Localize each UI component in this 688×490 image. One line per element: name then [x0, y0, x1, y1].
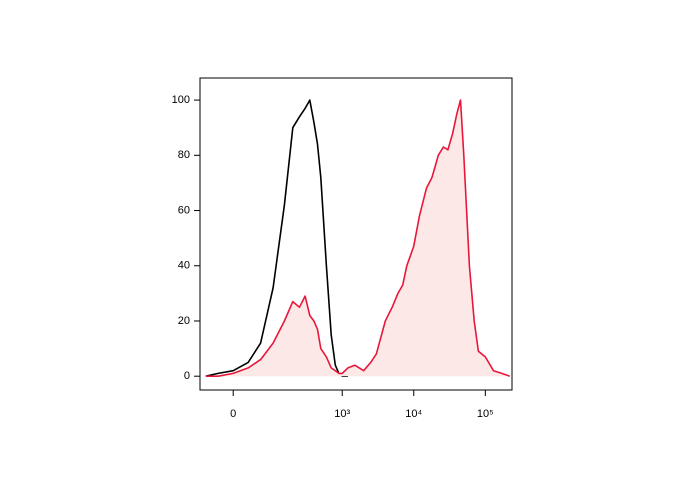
line — [205, 99, 511, 377]
y-tick-label: 0 — [184, 370, 190, 382]
x-tick-label: 10⁴ — [405, 408, 422, 420]
x-tick-label: 0 — [230, 408, 236, 420]
plot-frame — [199, 77, 513, 391]
line — [205, 99, 348, 377]
y-tick-label: 40 — [178, 260, 190, 272]
x-tick-label: 10³ — [334, 408, 350, 420]
y-tick-label: 60 — [178, 204, 190, 216]
y-tick-label: 20 — [178, 315, 190, 327]
y-tick-label: 100 — [172, 94, 190, 106]
area — [205, 100, 510, 377]
x-tick-label: 10⁵ — [477, 408, 494, 420]
y-tick-label: 80 — [178, 149, 190, 161]
